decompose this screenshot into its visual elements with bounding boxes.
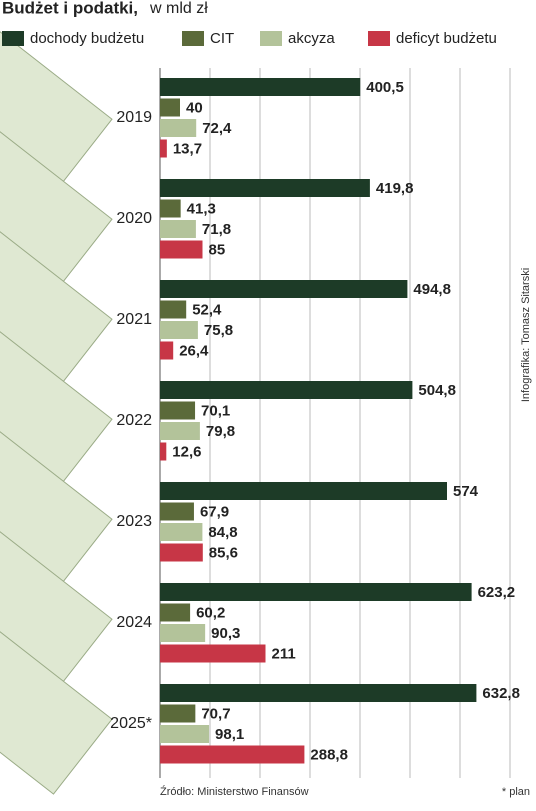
bar: [160, 381, 413, 399]
bar: [160, 240, 203, 259]
bar: [160, 401, 196, 420]
note: * plan: [502, 786, 530, 798]
legend-swatch: [182, 31, 204, 46]
value-label: 419,8: [376, 180, 414, 197]
bar: [160, 78, 361, 96]
bar: [160, 704, 196, 723]
value-label: 211: [272, 645, 296, 662]
value-label: 70,1: [201, 402, 230, 419]
bar: [160, 745, 305, 764]
value-label: 574: [453, 483, 479, 500]
source: Źródło: Ministerstwo Finansów: [160, 785, 309, 798]
bar: [160, 644, 266, 663]
bar: [160, 98, 180, 117]
bar: [160, 624, 206, 642]
legend-label: deficyt budżetu: [396, 30, 497, 47]
y-tick-label: 2021: [116, 311, 152, 328]
value-label: 632,8: [482, 685, 520, 702]
bar: [160, 442, 167, 461]
y-tick-label: 2019: [116, 109, 152, 126]
value-label: 12,6: [172, 443, 201, 460]
bar: [160, 482, 447, 500]
value-label: 71,8: [202, 221, 231, 238]
value-label: 41,3: [187, 200, 216, 217]
value-label: 288,8: [310, 746, 348, 763]
chart-subtitle: w mld zł: [149, 0, 208, 17]
bar: [160, 684, 477, 702]
value-label: 40: [186, 99, 203, 116]
bar: [160, 422, 200, 440]
value-label: 72,4: [202, 120, 232, 137]
bar: [160, 300, 187, 319]
value-label: 98,1: [215, 726, 244, 743]
value-label: 85,6: [209, 544, 238, 561]
y-tick-label: 2022: [116, 412, 152, 429]
legend-swatch: [2, 31, 24, 46]
bar: [160, 280, 408, 298]
bar: [160, 139, 167, 158]
bar: [160, 119, 197, 137]
bar: [160, 523, 203, 541]
value-label: 85: [209, 241, 226, 258]
legend-swatch: [260, 31, 282, 46]
legend-label: CIT: [210, 30, 234, 47]
value-label: 400,5: [366, 79, 404, 96]
credit: Infografika: Tomasz Sitarski: [520, 268, 532, 402]
y-tick-label: 2024: [116, 614, 152, 631]
value-label: 26,4: [179, 342, 209, 359]
value-label: 70,7: [201, 705, 230, 722]
bar: [160, 725, 210, 743]
y-tick-label: 2025*: [110, 715, 152, 732]
bar: [160, 199, 181, 218]
legend-swatch: [368, 31, 390, 46]
bar: [160, 220, 196, 238]
value-label: 60,2: [196, 604, 225, 621]
value-label: 67,9: [200, 503, 229, 520]
legend-label: akcyza: [288, 30, 335, 47]
bar: [160, 583, 472, 601]
bar: [160, 321, 198, 339]
value-label: 75,8: [204, 322, 233, 339]
value-label: 504,8: [418, 382, 456, 399]
bar: [160, 341, 174, 360]
bar: [160, 502, 194, 521]
value-label: 79,8: [206, 423, 235, 440]
banknotes: [0, 20, 113, 795]
bar: [160, 603, 191, 622]
bar: [160, 179, 370, 197]
value-label: 623,2: [478, 584, 516, 601]
value-label: 90,3: [211, 625, 240, 642]
value-label: 52,4: [192, 301, 222, 318]
value-label: 494,8: [413, 281, 451, 298]
value-label: 84,8: [208, 524, 237, 541]
legend-label: dochody budżetu: [30, 30, 144, 47]
chart-title: Budżet i podatki,: [2, 0, 138, 17]
value-label: 13,7: [173, 140, 202, 157]
y-tick-label: 2023: [116, 513, 152, 530]
bar: [160, 543, 203, 562]
y-tick-label: 2020: [116, 210, 152, 227]
